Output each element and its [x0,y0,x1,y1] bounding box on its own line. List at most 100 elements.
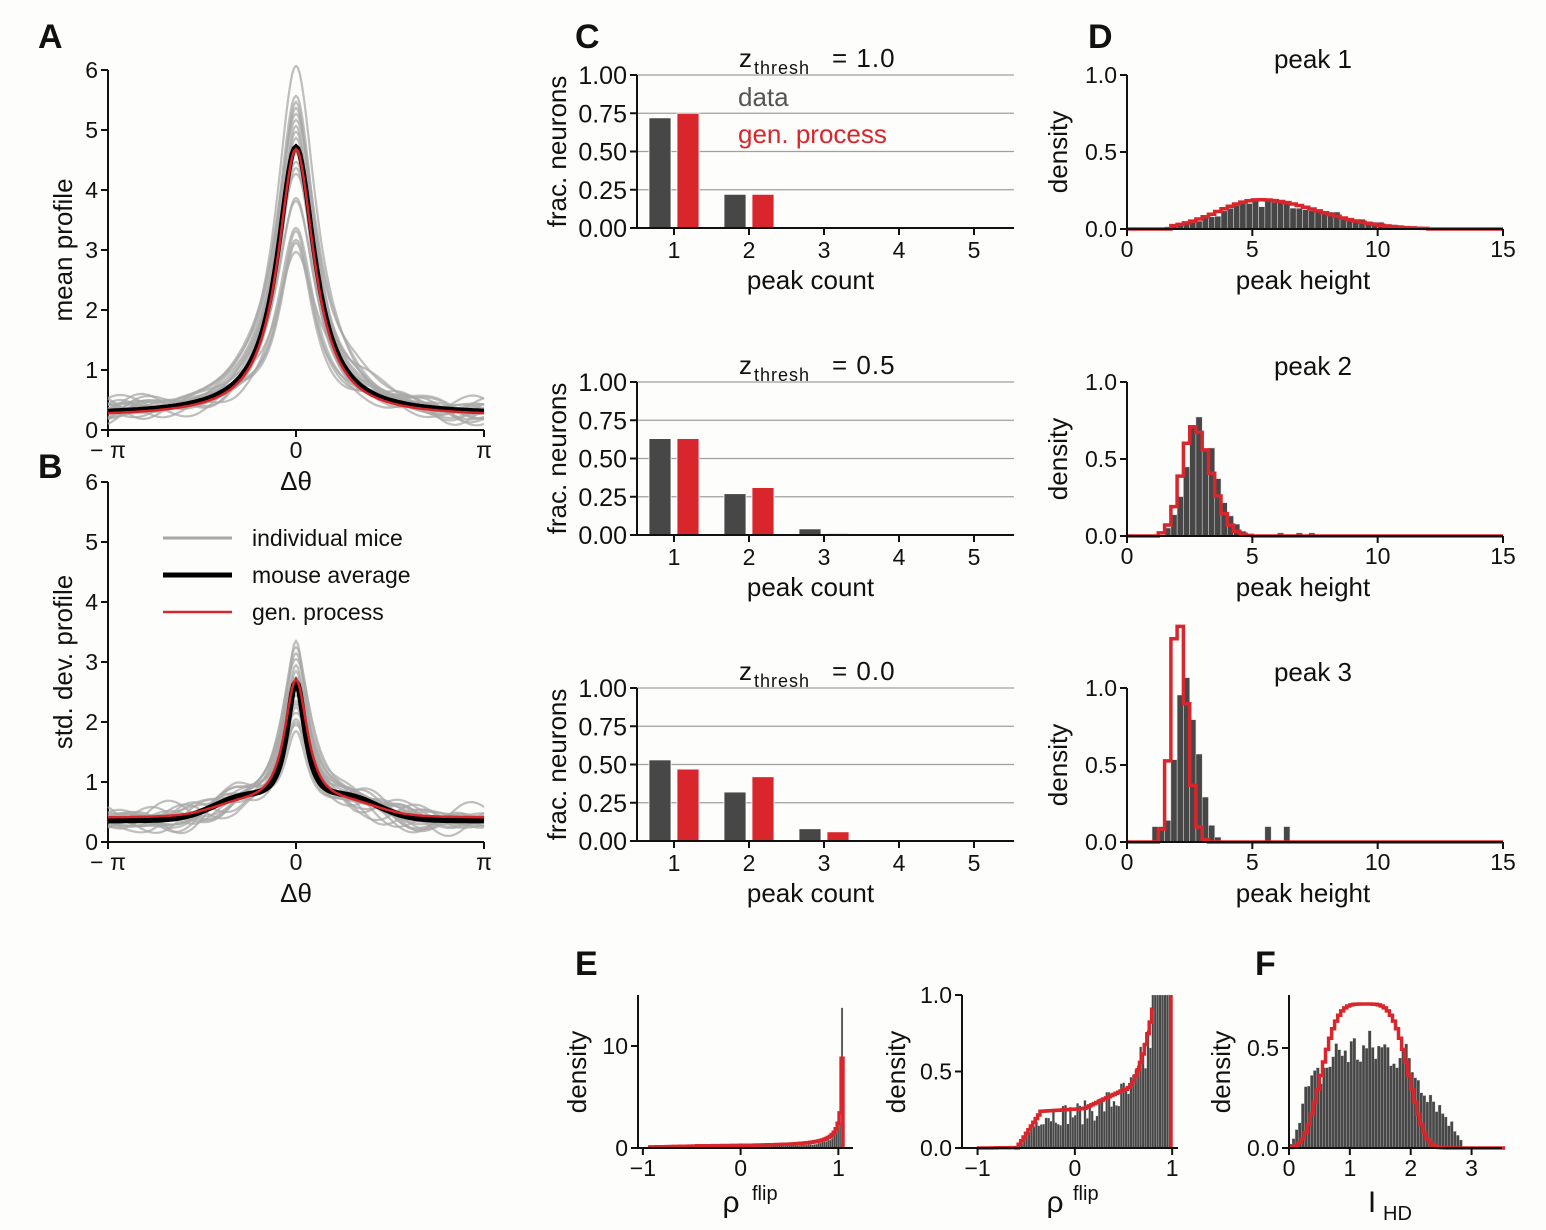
bar-data [723,193,747,229]
y-tick-label: 0.5 [1085,752,1117,778]
data-histogram [1164,416,1316,537]
x-tick-label: 15 [1490,849,1516,875]
x-tick-label: 0 [1068,1155,1081,1181]
y-tick-label: 0.00 [578,828,627,856]
x-tick-label: 5 [1246,849,1259,875]
hist-bar [1239,203,1247,230]
y-tick-label: 0 [85,417,98,443]
legend-data: data [738,82,789,112]
hist-bar [1158,994,1162,1149]
x-tick-label: 15 [1490,236,1516,262]
chart-title: z thresh = 1.0 [739,43,895,78]
y-axis-label: frac. neurons [542,383,572,535]
bar-data [648,117,672,229]
x-tick-label: 1 [1343,1155,1356,1181]
mouse-line [107,675,485,822]
hist-bar [1319,1083,1323,1149]
y-axis-label: density [562,1031,592,1113]
x-tick-label: 1 [1166,1155,1179,1181]
hist-bar [1434,1111,1439,1149]
x-tick-label: 0 [1121,849,1134,875]
hist-bar [1283,826,1291,843]
hist-bar [1358,1061,1363,1149]
x-axis-label: peak height [1236,572,1371,602]
panel-label-c: C [575,18,600,56]
hist-bar [1389,1065,1393,1149]
hist-bar [1264,200,1272,230]
hist-bar [1374,1058,1378,1149]
y-tick-label: 10 [602,1033,628,1059]
y-tick-label: 0.75 [578,407,627,435]
panel-label-d: D [1088,18,1113,56]
x-tick-label: 3 [818,544,831,570]
y-axis-label: density [881,1031,911,1113]
panel-c2-chart: 0.00 0.25 0.50 0.75 1.00 1 2 3 4 5 peak count frac.… [542,350,1014,602]
legend: individual mice mouse average gen. process [163,525,411,625]
bar-data [723,791,747,842]
individual-mice-lines [107,639,485,838]
legend-label: gen. process [252,599,384,625]
hist-bar [1124,1088,1128,1149]
x-tick-label: 10 [1365,849,1391,875]
y-tick-label: 0.50 [578,752,627,780]
gen-process-step-line [977,1007,1154,1150]
y-tick-label: 1.00 [578,369,627,397]
hist-bar [1110,1106,1113,1149]
y-tick-label: 0.0 [920,1135,952,1161]
hist-bar [1141,1052,1145,1149]
hist-bar [835,1133,838,1149]
x-tick-label: π [476,437,492,463]
hist-bar [1039,1124,1043,1149]
hist-bar [838,1122,842,1149]
hist-bar [833,1135,836,1149]
data-histogram [647,1007,844,1149]
x-tick-label: 10 [1365,236,1391,262]
y-axis-label: frac. neurons [542,689,572,841]
hist-bar [1377,1045,1381,1149]
y-tick-label: 0.75 [578,713,627,741]
x-axis-label: peak count [747,878,875,908]
hist-bar [1340,1055,1344,1149]
hist-bar [1078,1105,1082,1149]
mouse-line [108,136,485,416]
hist-bar [1170,759,1178,843]
hist-bar [1444,1116,1448,1149]
x-tick-label: −1 [630,1155,656,1181]
data-histogram [1151,677,1291,843]
bar-gen-process [751,487,775,536]
hist-bar [1352,1038,1357,1149]
mouse-line [107,711,485,830]
mouse-line [107,699,485,829]
hist-bar [1328,1066,1332,1149]
hist-bar [1258,206,1266,230]
hist-bar [831,1138,834,1149]
y-tick-label: 3 [85,237,98,263]
title-subscript: thresh [754,671,810,691]
y-axis-label: density [1206,1031,1236,1113]
y-tick-label: 0.0 [1085,216,1117,242]
hist-bar [1093,1120,1096,1149]
mouse-line [107,238,484,414]
hist-bar [1398,1057,1402,1149]
y-tick-label: 6 [85,57,98,83]
hist-bar [1437,1104,1442,1149]
x-tick-label: 3 [818,850,831,876]
x-tick-label: 2 [743,850,756,876]
hist-bar [1453,1131,1457,1149]
mouse-line [108,645,485,824]
x-tick-label: 0 [290,437,303,463]
hist-bar [1270,201,1278,230]
y-axis-label: density [1043,724,1073,806]
x-axis-label: Δθ [280,878,312,908]
hist-bar [1371,1047,1375,1149]
hist-bar [1144,1068,1147,1149]
hist-bar [1069,1106,1072,1149]
hist-bar [1095,1115,1099,1149]
x-axis-label-superscript: flip [1073,1183,1099,1205]
hist-bar [1073,1115,1077,1149]
x-tick-label: 0 [1283,1155,1296,1181]
y-tick-label: 0.25 [578,790,627,818]
title-value: = 0.0 [832,656,896,686]
hist-bar [1088,1106,1092,1149]
